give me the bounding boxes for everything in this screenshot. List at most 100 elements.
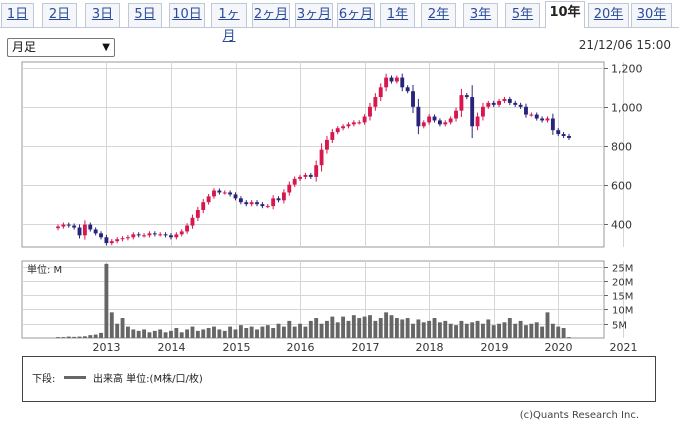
tab-2-month[interactable]: 2ヶ月 [252, 3, 290, 27]
volume-bar [491, 325, 496, 338]
candle-body [437, 120, 442, 125]
candle-body [265, 206, 270, 208]
candle-body [190, 217, 195, 226]
candle-body [308, 174, 313, 177]
tab-1-month[interactable]: 1ヶ月 [211, 3, 247, 44]
tab-6-month[interactable]: 6ヶ月 [337, 3, 375, 27]
candle-body [233, 194, 238, 199]
tab-1-day[interactable]: 1日 [1, 3, 34, 27]
candle-body [169, 235, 173, 238]
candle-body [136, 234, 141, 236]
candle-body [507, 99, 512, 103]
candle-body [298, 176, 302, 179]
volume-bar [545, 312, 550, 338]
tab-30-year[interactable]: 30年 [631, 3, 672, 27]
candle-body [131, 234, 136, 238]
candle-body [491, 102, 496, 105]
volume-bar [276, 323, 281, 338]
tab-5-day[interactable]: 5日 [128, 3, 162, 27]
volume-bar [518, 320, 523, 338]
candle-body [147, 233, 152, 236]
candle-body [400, 77, 405, 88]
volume-bar [470, 322, 475, 338]
x-tick-label-2020: 2020 [545, 341, 573, 354]
candle-body [384, 77, 389, 88]
legend-volume-swatch [64, 376, 86, 379]
candle-body [362, 116, 367, 123]
volume-bar [346, 320, 351, 338]
volume-bar [540, 326, 545, 338]
volume-bar [174, 328, 179, 338]
candle-body [454, 110, 458, 119]
tab-3-day[interactable]: 3日 [85, 3, 120, 27]
candle-body [206, 196, 211, 203]
candle-body [335, 128, 340, 133]
volume-bar [432, 318, 437, 338]
tab-3-month[interactable]: 3ヶ月 [295, 3, 333, 27]
tab-3-year[interactable]: 3年 [463, 3, 498, 27]
candle-body [104, 237, 109, 244]
candle-body [228, 192, 233, 195]
volume-bar [120, 318, 125, 338]
volume-bar [212, 326, 216, 338]
y-tick-label: 600 [611, 180, 632, 193]
volume-bar [405, 318, 410, 338]
legend-prefix: 下段: [32, 374, 56, 385]
volume-bar [271, 328, 276, 338]
volume-bar [131, 329, 136, 338]
volume-bar [233, 329, 238, 338]
volume-bar [335, 322, 340, 338]
candle-body [481, 106, 485, 117]
volume-bar [567, 337, 571, 338]
candle-body [292, 178, 297, 185]
volume-bar [88, 335, 93, 338]
candle-period-select[interactable]: 月足 ▼ [7, 38, 115, 57]
candle-body [497, 100, 502, 105]
volume-bar [507, 318, 512, 338]
volume-bar [550, 323, 555, 338]
candle-body [72, 225, 77, 228]
candle-body [222, 192, 227, 194]
candle-body [82, 224, 87, 236]
candle-body [368, 106, 372, 117]
candle-body [276, 198, 281, 201]
tab-20-year[interactable]: 20年 [588, 3, 629, 27]
tab-10-day[interactable]: 10日 [169, 3, 205, 27]
candle-body [561, 134, 566, 136]
candle-body [93, 229, 98, 234]
tab-10-year[interactable]: 10年 [545, 1, 585, 28]
volume-bar [497, 323, 502, 338]
tab-5-year[interactable]: 5年 [505, 3, 540, 27]
candle-body [405, 87, 410, 92]
candle-body [201, 202, 206, 210]
candle-body [88, 224, 93, 230]
tab-2-year[interactable]: 2年 [421, 3, 456, 27]
candle-body [319, 149, 324, 166]
volume-bar [308, 320, 313, 338]
candle-body [470, 97, 475, 127]
volume-bar [303, 326, 308, 338]
candle-body [212, 190, 216, 197]
candle-body [249, 202, 254, 205]
y-tick-label: 800 [611, 141, 632, 154]
volume-bar [190, 326, 195, 338]
volume-bar [325, 320, 329, 338]
volume-bar [524, 325, 528, 338]
candle-body [255, 202, 259, 205]
volume-bar [163, 332, 168, 338]
tab-2-day[interactable]: 2日 [42, 3, 77, 27]
candle-body [518, 104, 523, 107]
tab-1-year[interactable]: 1年 [380, 3, 415, 27]
candle-period-value: 月足 [12, 40, 37, 54]
candle-body [238, 198, 243, 203]
candle-body [373, 97, 378, 107]
volume-bar [378, 318, 383, 338]
volume-bar [556, 326, 561, 338]
volume-bar [169, 330, 173, 338]
candle-body [195, 210, 200, 218]
volume-bar [368, 315, 372, 338]
volume-bar [93, 334, 98, 338]
volume-bar [104, 263, 109, 338]
candle-body [443, 122, 448, 125]
candle-body [244, 202, 249, 205]
